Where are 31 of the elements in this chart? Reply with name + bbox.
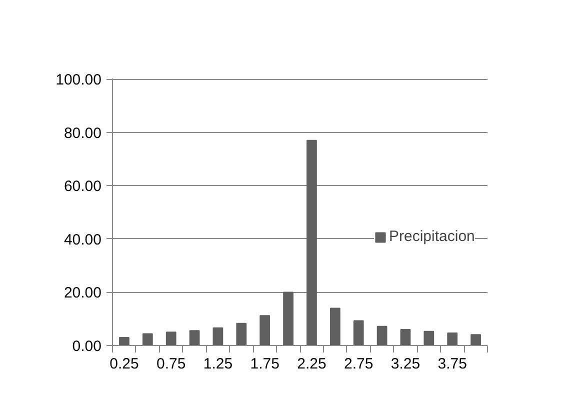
y-tick-label: 20.00 [64, 284, 102, 302]
x-tick-label: 0.75 [156, 356, 186, 372]
y-tick-label: 40.00 [64, 231, 102, 248]
x-tick-label: 1.75 [250, 356, 280, 372]
y-tick-label: 0.00 [72, 338, 102, 355]
y-tick-label: 60.00 [64, 178, 102, 196]
x-tick-label: 2.75 [344, 356, 374, 372]
bar [283, 292, 294, 346]
x-tick-label: 3.25 [390, 356, 420, 372]
bar [447, 332, 458, 346]
bar [424, 330, 434, 346]
bar [119, 337, 130, 346]
bar [166, 332, 176, 346]
bar [189, 330, 200, 346]
y-tick-label: 80.00 [64, 124, 102, 142]
bar [236, 322, 247, 346]
bar [142, 333, 153, 346]
y-tick-label: 100.00 [56, 72, 102, 89]
x-tick-label: 3.75 [438, 356, 467, 372]
x-tick-label: 1.25 [203, 356, 233, 372]
bar [376, 326, 388, 346]
bar [330, 308, 340, 346]
x-tick-label: 0.25 [110, 356, 139, 372]
bar [470, 334, 481, 346]
bar [212, 327, 224, 346]
bar [260, 315, 270, 346]
bar [353, 320, 364, 346]
bar [306, 140, 317, 346]
legend-label: Precipitacion [389, 228, 475, 245]
x-tick-label: 2.25 [297, 356, 326, 372]
bar [400, 329, 411, 346]
